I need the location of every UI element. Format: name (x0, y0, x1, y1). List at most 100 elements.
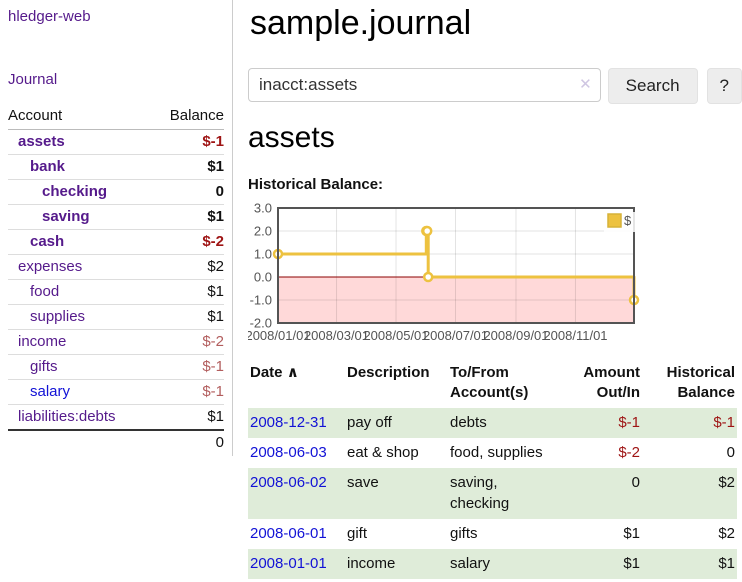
balance-chart: 3.0 2.0 1.0 0.0 -1.0 -2.02008/01/012008/03/01… (248, 201, 640, 343)
transaction-amount: $-2 (618, 443, 640, 461)
register-row: 2008-06-02 save saving, checking 0 $2 (248, 467, 737, 519)
transaction-amount: $1 (623, 524, 640, 542)
account-balance: $-1 (151, 354, 224, 380)
account-row: bank $1 (8, 154, 224, 180)
accounts-total-row: 0 (8, 429, 224, 455)
main-content: sample.journal ✕ Search ? assets Histori… (248, 0, 742, 579)
accounts-header-balance: Balance (169, 107, 224, 124)
transaction-amount: $1 (623, 554, 640, 572)
sidebar-account-link[interactable]: food (30, 283, 60, 300)
transaction-balance: $1 (718, 554, 735, 572)
accounts-header-account: Account (8, 107, 63, 124)
account-row: salary $-1 (8, 379, 224, 405)
page-title: sample.journal (250, 4, 472, 42)
transaction-balance: $-1 (713, 413, 735, 431)
register-header-description: Description (347, 364, 430, 381)
account-row: cash $-2 (8, 229, 224, 255)
account-row: liabilities:debts $1 (8, 404, 224, 430)
x-tick-label: 2008/11/01 (543, 328, 607, 343)
negative-region (278, 277, 634, 323)
help-button[interactable]: ? (706, 68, 742, 104)
sidebar-account-link[interactable]: gifts (30, 358, 58, 375)
sidebar-account-link[interactable]: assets (18, 133, 65, 150)
sidebar-account-link[interactable]: income (18, 333, 67, 350)
transaction-accounts: debts (450, 413, 487, 431)
sort-ascending-icon: ∧ (286, 364, 299, 381)
account-row: assets $-1 (8, 129, 224, 155)
account-balance: $-2 (151, 229, 224, 255)
account-row: saving $1 (8, 204, 224, 230)
sidebar: hledger-web Journal Account Balance asse… (0, 0, 233, 456)
transaction-date-link: 2008-06-01 (248, 519, 345, 549)
transaction-date-link[interactable]: 2008-06-03 (250, 443, 327, 461)
sidebar-item-journal[interactable]: Journal (8, 71, 58, 88)
sidebar-account-link[interactable]: checking (42, 183, 108, 200)
account-balance: $1 (151, 204, 224, 230)
transaction-amount: 0 (631, 473, 640, 491)
register-table: Date ∧ Description To/From Account(s) Am… (248, 361, 737, 579)
transaction-date-link[interactable]: 2008-06-01 (250, 524, 327, 542)
sidebar-account-link[interactable]: salary (30, 383, 71, 400)
transaction-date-link[interactable]: 2008-12-31 (250, 413, 327, 431)
account-row: income $-2 (8, 329, 224, 355)
transaction-date-link: 2008-01-01 (248, 549, 345, 579)
register-header-balance: Historical Balance (666, 364, 735, 402)
transaction-description: gift (347, 524, 368, 542)
sidebar-account-link[interactable]: expenses (18, 258, 83, 275)
chart-title: Historical Balance: (248, 176, 384, 193)
sidebar-account-link[interactable]: bank (30, 158, 66, 175)
search-input[interactable] (248, 68, 601, 102)
sidebar-account-link[interactable]: cash (30, 233, 65, 250)
transaction-amount: $-1 (618, 413, 640, 431)
data-point-marker (422, 271, 434, 283)
brand-link[interactable]: hledger-web (8, 8, 91, 25)
transaction-accounts: saving, checking (450, 473, 510, 512)
transaction-date-link[interactable]: 2008-01-01 (250, 554, 327, 572)
register-row: 2008-12-31 pay off debts $-1 $-1 (248, 407, 737, 438)
register-header-row: Date ∧ Description To/From Account(s) Am… (248, 361, 737, 408)
transaction-accounts: food, supplies (450, 443, 543, 461)
transaction-description: save (347, 473, 379, 491)
sidebar-account-link[interactable]: liabilities:debts (18, 408, 116, 425)
x-tick-label: 2008/01/01 (248, 328, 311, 343)
spacer (8, 429, 152, 455)
search-button[interactable]: Search (607, 68, 698, 104)
legend-label: $ (624, 213, 632, 228)
data-point-marker (421, 225, 433, 237)
register-header-amount: Amount Out/In (583, 364, 640, 402)
transaction-balance: $2 (718, 524, 735, 542)
register-header-accounts: To/From Account(s) (450, 364, 529, 402)
account-row: gifts $-1 (8, 354, 224, 380)
search-input-wrap: ✕ (248, 68, 601, 102)
y-tick-label: 0.0 (254, 270, 272, 285)
transaction-date-link: 2008-06-02 (248, 468, 345, 519)
x-tick-label: 2008/03/01 (304, 328, 369, 343)
accounts-header-row: Account Balance (8, 103, 224, 130)
account-balance: $1 (151, 304, 224, 330)
y-tick-label: 2.0 (254, 224, 272, 239)
account-balance: $-2 (151, 329, 224, 355)
sidebar-account-link[interactable]: supplies (30, 308, 86, 325)
accounts-total-value: 0 (151, 429, 224, 455)
sidebar-account-link[interactable]: saving (42, 208, 90, 225)
search-form: ✕ Search ? (248, 68, 742, 104)
account-balance: $1 (151, 404, 224, 430)
y-tick-label: 1.0 (254, 247, 272, 262)
transaction-date-link: 2008-12-31 (248, 408, 345, 438)
clear-search-icon[interactable]: ✕ (579, 76, 592, 93)
account-row: expenses $2 (8, 254, 224, 280)
account-balance: 0 (151, 179, 224, 205)
account-row: supplies $1 (8, 304, 224, 330)
chart-border (277, 207, 635, 324)
account-balance: $1 (151, 279, 224, 305)
x-tick-label: 2008/09/01 (483, 328, 548, 343)
transaction-date-link[interactable]: 2008-06-02 (250, 473, 327, 491)
register-header-date[interactable]: Date ∧ (248, 361, 345, 408)
register-row: 2008-06-01 gift gifts $1 $2 (248, 519, 737, 549)
transaction-balance: 0 (726, 443, 735, 461)
transaction-description: income (347, 554, 396, 572)
transaction-description: pay off (347, 413, 392, 431)
account-row: checking 0 (8, 179, 224, 205)
y-tick-label: 3.0 (254, 201, 272, 216)
transaction-date-link: 2008-06-03 (248, 438, 345, 468)
